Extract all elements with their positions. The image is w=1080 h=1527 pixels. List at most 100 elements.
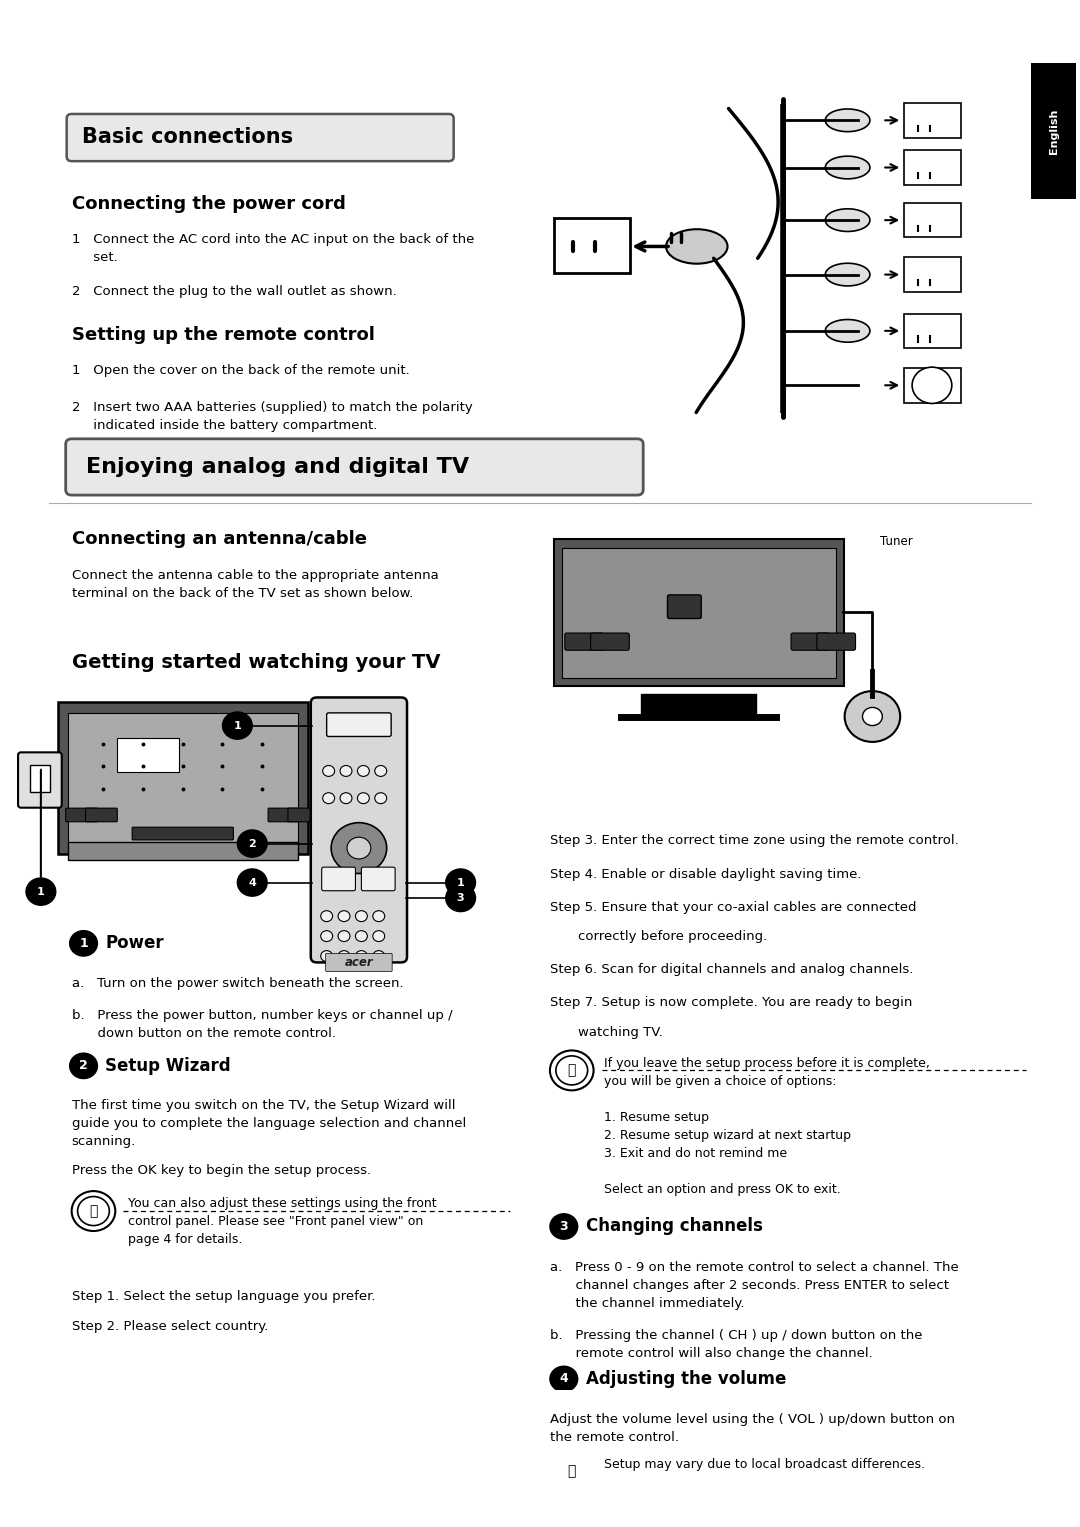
Text: ⛯: ⛯ [568,1063,576,1078]
Text: b.   Press the power button, number keys or channel up /
      down button on th: b. Press the power button, number keys o… [71,1009,453,1040]
FancyBboxPatch shape [322,867,355,890]
Text: 1: 1 [37,887,44,896]
Circle shape [238,869,267,896]
Circle shape [355,930,367,942]
FancyBboxPatch shape [591,634,630,651]
Text: You can also adjust these settings using the front
control panel. Please see "Fr: You can also adjust these settings using… [129,1197,436,1246]
Circle shape [357,793,369,803]
Circle shape [69,930,97,956]
Circle shape [357,765,369,776]
Circle shape [26,878,56,906]
Text: 1   Open the cover on the back of the remote unit.: 1 Open the cover on the back of the remo… [71,365,409,377]
Ellipse shape [825,209,869,232]
Circle shape [550,1367,578,1391]
FancyBboxPatch shape [118,738,179,771]
FancyBboxPatch shape [311,698,407,962]
Circle shape [373,951,384,962]
FancyBboxPatch shape [68,713,298,844]
Text: ⛯: ⛯ [90,1205,97,1219]
Text: Enjoying analog and digital TV: Enjoying analog and digital TV [85,457,469,476]
Text: Step 7. Setup is now complete. You are ready to begin: Step 7. Setup is now complete. You are r… [550,996,913,1009]
Circle shape [340,793,352,803]
FancyBboxPatch shape [68,841,298,860]
Text: The first time you switch on the TV, the Setup Wizard will
guide you to complete: The first time you switch on the TV, the… [71,1099,465,1148]
FancyBboxPatch shape [904,313,961,348]
Text: Adjust the volume level using the ( VOL ) up/down button on
the remote control.: Adjust the volume level using the ( VOL … [550,1414,955,1445]
FancyBboxPatch shape [667,596,701,618]
Text: Adjusting the volume: Adjusting the volume [585,1370,786,1388]
FancyBboxPatch shape [816,634,855,651]
FancyBboxPatch shape [57,702,308,854]
Text: a.   Turn on the power switch beneath the screen.: a. Turn on the power switch beneath the … [71,977,403,989]
Circle shape [550,1051,594,1090]
Circle shape [321,951,333,962]
Circle shape [556,1055,588,1084]
Text: 3: 3 [559,1220,568,1232]
Circle shape [845,692,901,742]
Text: a.   Press 0 - 9 on the remote control to select a channel. The
      channel ch: a. Press 0 - 9 on the remote control to … [550,1261,959,1310]
Text: 1: 1 [457,878,464,887]
Text: Step 2. Please select country.: Step 2. Please select country. [71,1319,268,1333]
FancyBboxPatch shape [904,203,961,237]
FancyBboxPatch shape [30,765,50,793]
FancyBboxPatch shape [326,713,391,736]
Text: 4: 4 [559,1373,568,1385]
Text: Changing channels: Changing channels [585,1217,762,1235]
Circle shape [69,1054,97,1078]
Text: b.   Pressing the channel ( CH ) up / down button on the
      remote control wi: b. Pressing the channel ( CH ) up / down… [550,1328,922,1361]
Text: Connect the antenna cable to the appropriate antenna
terminal on the back of the: Connect the antenna cable to the appropr… [71,568,438,600]
Circle shape [78,1197,109,1226]
Text: Step 5. Ensure that your co-axial cables are connected: Step 5. Ensure that your co-axial cables… [550,901,917,913]
FancyBboxPatch shape [904,368,961,403]
Circle shape [373,910,384,922]
Text: Setting up the remote control: Setting up the remote control [71,327,375,344]
Circle shape [222,712,253,739]
Circle shape [375,765,387,776]
FancyBboxPatch shape [554,539,843,686]
FancyBboxPatch shape [565,634,604,651]
Text: ⛯: ⛯ [568,1464,576,1478]
FancyBboxPatch shape [67,115,454,162]
Circle shape [338,951,350,962]
Text: Connecting the power cord: Connecting the power cord [71,195,346,212]
FancyBboxPatch shape [18,753,62,808]
Circle shape [556,1457,588,1486]
Circle shape [238,831,267,857]
FancyBboxPatch shape [66,438,644,495]
Circle shape [373,930,384,942]
FancyBboxPatch shape [66,808,97,822]
FancyBboxPatch shape [791,634,829,651]
Ellipse shape [825,108,869,131]
Circle shape [338,910,350,922]
Circle shape [323,793,335,803]
Text: acer: acer [345,956,374,970]
Circle shape [1004,1518,1048,1527]
Text: 1   Connect the AC cord into the AC input on the back of the
     set.: 1 Connect the AC cord into the AC input … [71,232,474,264]
Text: Connecting an antenna/cable: Connecting an antenna/cable [71,530,366,548]
FancyBboxPatch shape [132,828,233,840]
Text: Setup Wizard: Setup Wizard [106,1057,231,1075]
Ellipse shape [825,156,869,179]
FancyBboxPatch shape [904,258,961,292]
Circle shape [321,910,333,922]
FancyBboxPatch shape [904,150,961,185]
Text: 2   Insert two AAA batteries (supplied) to match the polarity
     indicated ins: 2 Insert two AAA batteries (supplied) to… [71,400,472,432]
Circle shape [355,910,367,922]
Text: Setup may vary due to local broadcast differences.: Setup may vary due to local broadcast di… [605,1458,926,1471]
Circle shape [355,951,367,962]
FancyBboxPatch shape [562,548,836,678]
FancyBboxPatch shape [904,104,961,137]
Text: Getting started watching your TV: Getting started watching your TV [71,654,441,672]
Circle shape [550,1214,578,1240]
Circle shape [338,930,350,942]
Text: Power: Power [106,935,164,953]
Text: 2: 2 [248,838,256,849]
Circle shape [913,366,951,403]
Text: Step 3. Enter the correct time zone using the remote control.: Step 3. Enter the correct time zone usin… [550,834,959,847]
Ellipse shape [825,319,869,342]
Circle shape [71,1191,116,1231]
Text: 3: 3 [457,893,464,902]
Circle shape [340,765,352,776]
Circle shape [323,765,335,776]
Ellipse shape [666,229,728,264]
